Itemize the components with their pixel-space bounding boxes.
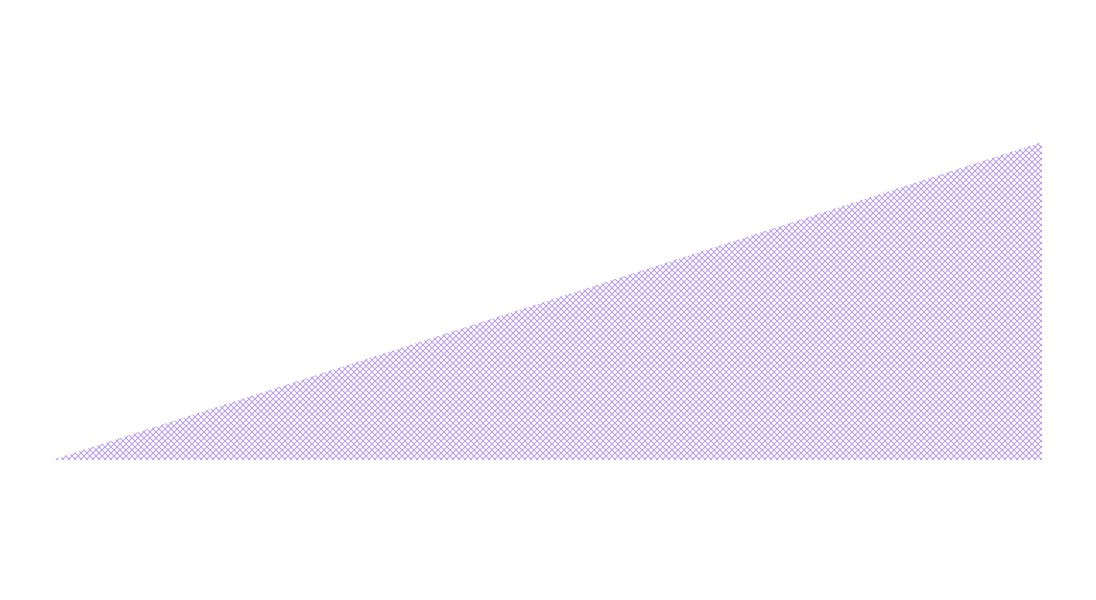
hatched-triangle	[52, 142, 1042, 460]
